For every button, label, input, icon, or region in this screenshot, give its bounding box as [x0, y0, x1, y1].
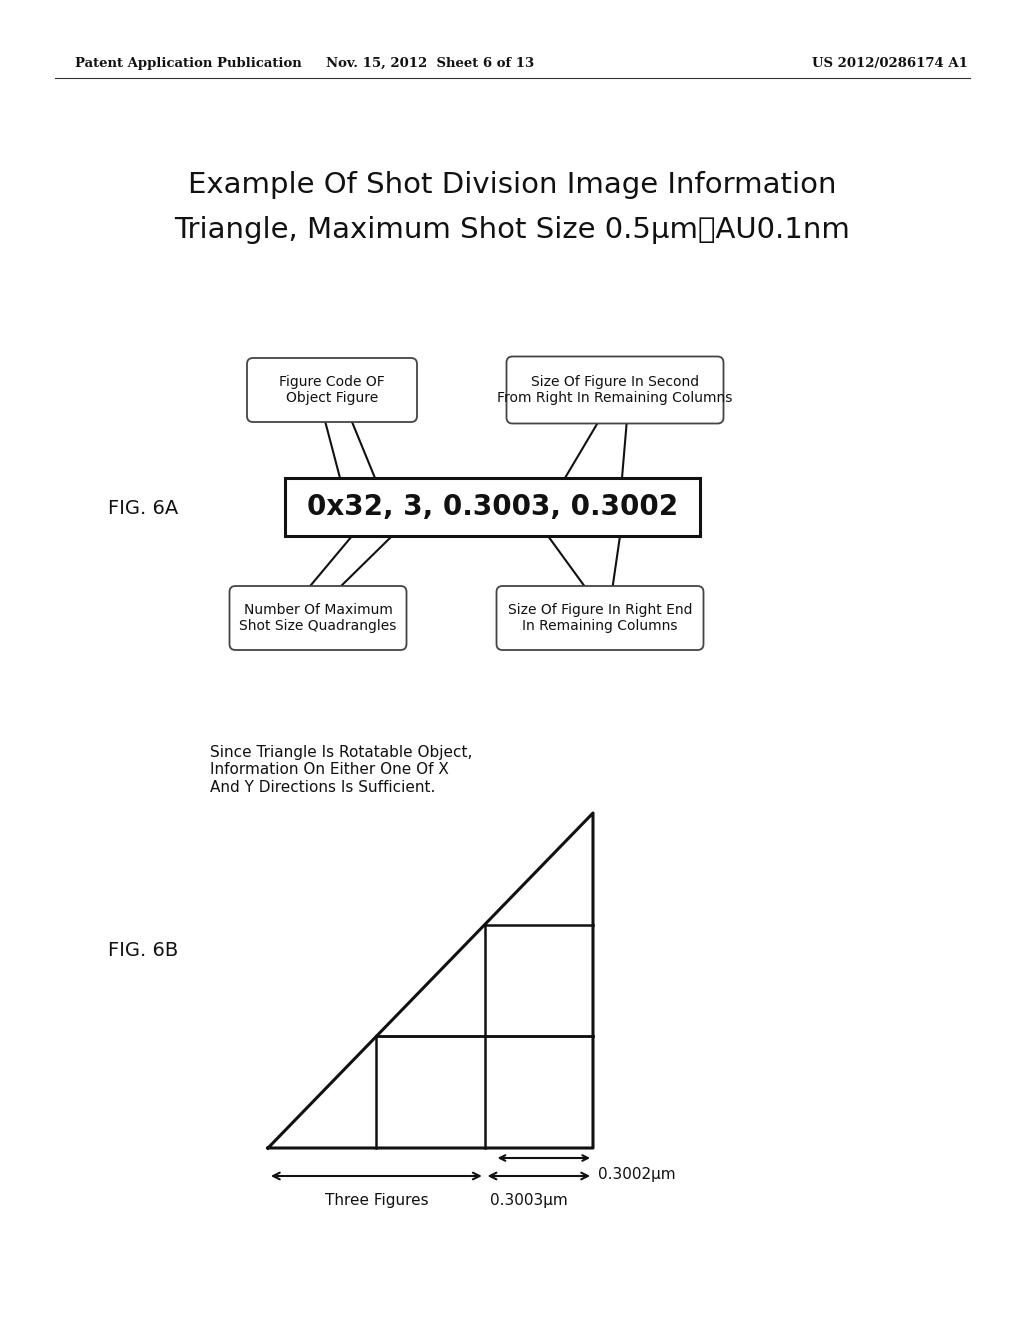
Text: Nov. 15, 2012  Sheet 6 of 13: Nov. 15, 2012 Sheet 6 of 13 [326, 57, 535, 70]
Text: Figure Code OF
Object Figure: Figure Code OF Object Figure [280, 375, 385, 405]
Text: Size Of Figure In Right End
In Remaining Columns: Size Of Figure In Right End In Remaining… [508, 603, 692, 634]
Text: Example Of Shot Division Image Information: Example Of Shot Division Image Informati… [187, 172, 837, 199]
Text: 0.3002μm: 0.3002μm [598, 1167, 676, 1181]
FancyBboxPatch shape [497, 586, 703, 649]
Text: 0x32, 3, 0.3003, 0.3002: 0x32, 3, 0.3003, 0.3002 [307, 492, 678, 521]
Text: FIG. 6A: FIG. 6A [108, 499, 178, 517]
Text: Size Of Figure In Second
From Right In Remaining Columns: Size Of Figure In Second From Right In R… [498, 375, 733, 405]
FancyBboxPatch shape [507, 356, 724, 424]
Text: 0.3003μm: 0.3003μm [489, 1193, 567, 1209]
Text: FIG. 6B: FIG. 6B [108, 940, 178, 960]
Text: Triangle, Maximum Shot Size 0.5μm、AU0.1nm: Triangle, Maximum Shot Size 0.5μm、AU0.1n… [174, 216, 850, 244]
FancyBboxPatch shape [285, 478, 700, 536]
Text: Number Of Maximum
Shot Size Quadrangles: Number Of Maximum Shot Size Quadrangles [240, 603, 396, 634]
Text: Three Figures: Three Figures [325, 1193, 428, 1209]
Text: Patent Application Publication: Patent Application Publication [75, 57, 302, 70]
Text: US 2012/0286174 A1: US 2012/0286174 A1 [812, 57, 968, 70]
FancyBboxPatch shape [229, 586, 407, 649]
Text: Since Triangle Is Rotatable Object,
Information On Either One Of X
And Y Directi: Since Triangle Is Rotatable Object, Info… [210, 744, 472, 795]
FancyBboxPatch shape [247, 358, 417, 422]
